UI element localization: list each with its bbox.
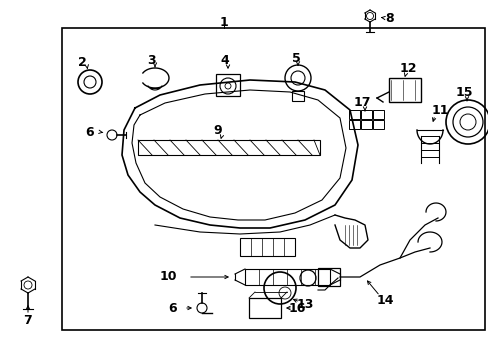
Bar [291, 91, 304, 101]
Bar [372, 120, 383, 129]
Bar [372, 110, 383, 119]
Bar [240, 238, 294, 256]
Text: 15: 15 [454, 86, 472, 99]
Text: 1: 1 [219, 15, 228, 28]
Text: 6: 6 [85, 126, 94, 139]
Bar [62, 28, 484, 330]
Text: 3: 3 [147, 54, 156, 67]
Text: 16: 16 [288, 302, 305, 315]
Text: 12: 12 [398, 62, 416, 75]
Bar [388, 78, 420, 102]
Text: 17: 17 [352, 95, 370, 108]
Text: 7: 7 [23, 314, 32, 327]
Bar [348, 110, 359, 119]
Bar [138, 140, 319, 155]
Text: 9: 9 [213, 123, 222, 136]
Bar [216, 74, 240, 96]
Text: 2: 2 [78, 55, 86, 68]
Bar [244, 269, 329, 285]
Text: 11: 11 [430, 104, 448, 117]
Text: 4: 4 [220, 54, 229, 67]
Text: 10: 10 [159, 270, 176, 284]
Text: 5: 5 [291, 51, 300, 64]
Bar [360, 120, 371, 129]
Text: 13: 13 [296, 298, 313, 311]
Bar [360, 110, 371, 119]
Text: 14: 14 [375, 293, 393, 306]
Bar [348, 120, 359, 129]
Bar [317, 268, 339, 286]
Text: 8: 8 [385, 12, 393, 24]
Text: 6: 6 [168, 302, 177, 315]
Bar [248, 298, 281, 318]
